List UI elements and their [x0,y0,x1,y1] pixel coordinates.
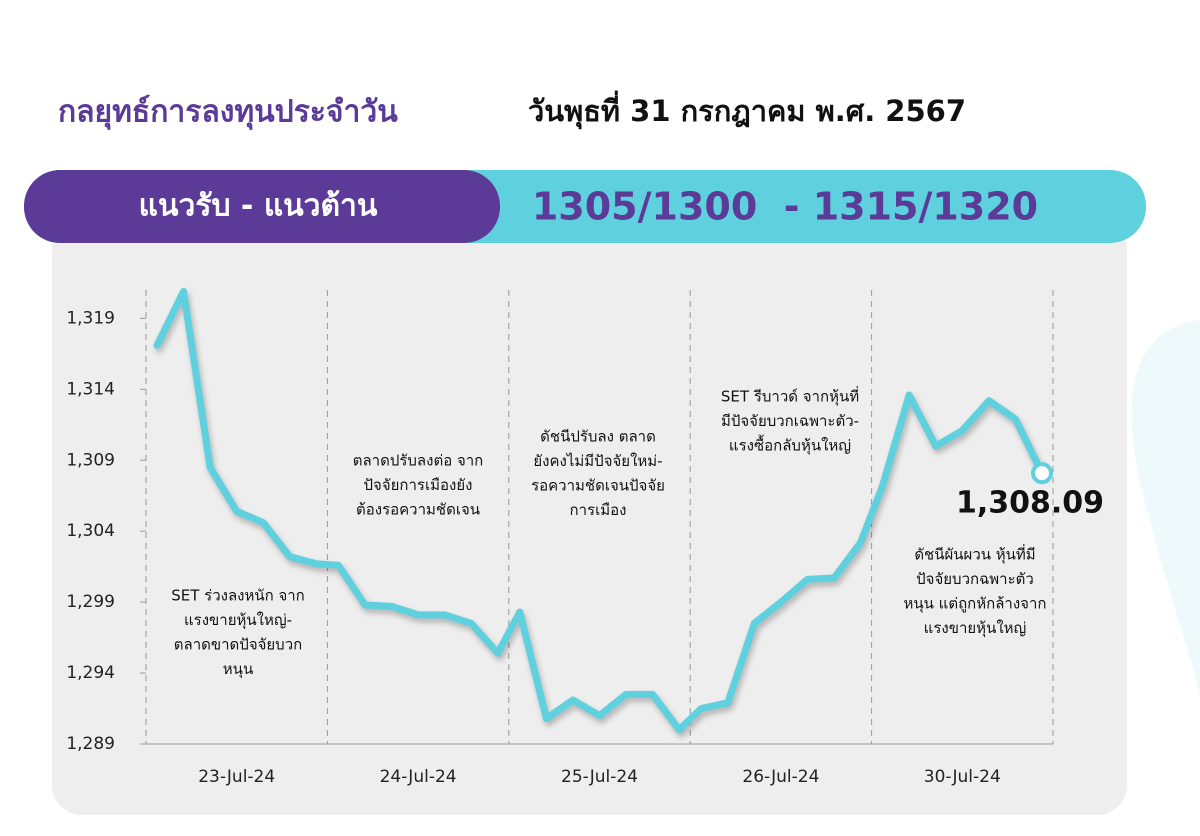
annotation: การเมือง [570,501,627,519]
background-blob [1131,320,1200,700]
x-tick-label: 30-Jul-24 [924,767,1001,787]
range-label: แนวรับ - แนวต้าน [139,189,378,224]
y-tick-label: 1,314 [66,379,115,399]
y-tick-label: 1,304 [66,521,115,541]
annotation: SET ร่วงลงหนัก จาก [171,587,305,605]
annotation: แรงซื้อกลับหุ้นใหญ่ [729,435,851,456]
line-chart: 1,289 1,294 1,299 1,304 1,309 1,314 1,319 23-Ju… [66,287,1104,787]
annotation: ปัจจัยการเมืองยัง [364,476,473,494]
x-tick-label: 23-Jul-24 [198,767,275,787]
annotation: หนุน [223,660,253,679]
date: วันพุธที่ 31 กรกฎาคม พ.ศ. 2567 [528,90,966,129]
annotation: แรงขายหุ้นใหญ่- [184,611,292,630]
y-tick-label: 1,309 [66,450,115,470]
annotation: ต้องรอความชัดเจน [356,501,480,519]
annotation: แรงขายหุ้นใหญ่ [924,619,1027,638]
price-line [153,287,1046,734]
annotation: SET รีบาวด์ จากหุ้นที่ [721,386,859,407]
y-tick-label: 1,319 [66,308,115,328]
x-tick-label: 24-Jul-24 [380,767,457,787]
annotation: ปัจจัยบวกฉพาะตัว [916,570,1034,588]
title: กลยุทธ์การลงทุนประจำวัน [58,95,398,131]
range-values: 1305/1300 - 1315/1320 [532,185,1038,229]
annotation: มีปัจจัยบวกเฉพาะตัว- [721,412,859,430]
annotation: ดัชนีผันผวน หุ้นที่มี [914,544,1035,565]
x-tick-label: 25-Jul-24 [561,767,638,787]
y-tick-label: 1,294 [66,663,115,683]
end-marker [1031,462,1053,485]
annotation: รอความชัดเจนปัจจัย [531,477,665,495]
y-tick-label: 1,289 [66,734,115,754]
x-tick-label: 26-Jul-24 [742,767,819,787]
range-label-box [24,170,500,243]
annotation: ยังคงไม่มีปัจจัยใหม่- [533,452,662,470]
annotation: หนุน แต่ถูกหักล้างจาก [904,595,1047,614]
y-tick-label: 1,299 [66,592,115,612]
annotation: ตลาดปรับลงต่อ จาก [353,452,484,470]
annotation: ดัชนีปรับลง ตลาด [540,428,656,446]
chart-panel [52,220,1127,815]
annotation: ตลาดขาดปัจจัยบวก [174,636,302,654]
value-label: 1,308.09 [956,486,1104,521]
